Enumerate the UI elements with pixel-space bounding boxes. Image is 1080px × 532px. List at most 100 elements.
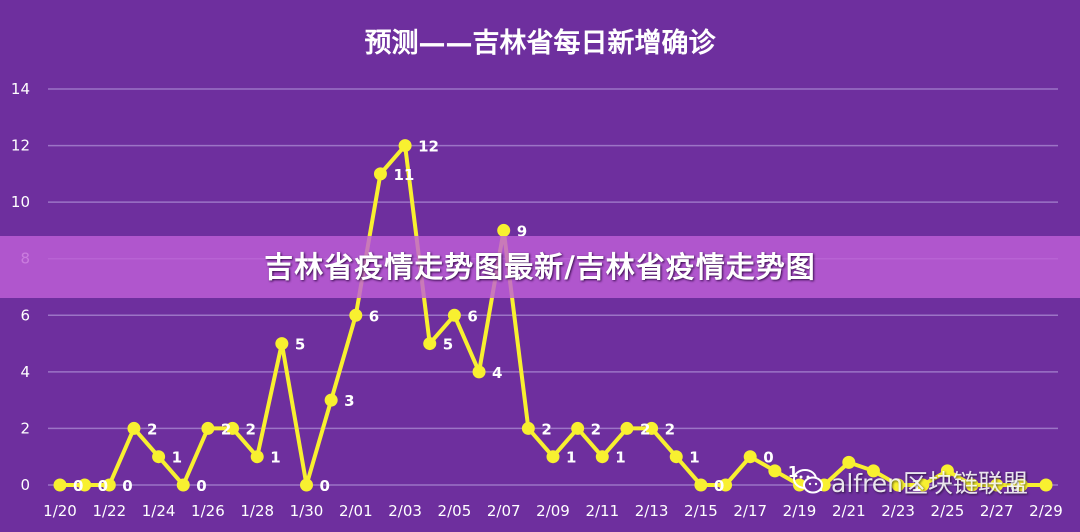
x-tick-label: 2/17 — [733, 502, 767, 520]
data-label: 1 — [615, 449, 625, 467]
data-label: 6 — [467, 307, 477, 325]
y-tick-label: 10 — [11, 193, 30, 211]
data-point — [842, 455, 856, 469]
data-label: 2 — [246, 420, 256, 438]
data-label: 11 — [393, 166, 414, 184]
data-point — [645, 421, 659, 435]
y-tick-label: 0 — [20, 476, 30, 494]
data-point — [940, 464, 954, 478]
x-tick-label: 2/19 — [783, 502, 817, 520]
data-point — [226, 421, 240, 435]
data-point — [965, 478, 979, 492]
data-label: 1 — [566, 449, 576, 467]
data-label: 1 — [689, 449, 699, 467]
x-tick-label: 2/25 — [931, 502, 965, 520]
x-tick-label: 2/05 — [438, 502, 472, 520]
chart-title: 预测——吉林省每日新增确诊 — [365, 27, 717, 59]
data-point — [521, 421, 535, 435]
data-label: 1 — [911, 477, 921, 495]
data-point — [866, 464, 880, 478]
data-point — [373, 167, 387, 181]
data-point — [916, 478, 930, 492]
data-point — [497, 223, 511, 237]
data-label: 0 — [714, 477, 724, 495]
data-point — [324, 393, 338, 407]
y-tick-label: 14 — [11, 80, 30, 98]
x-tick-label: 2/15 — [684, 502, 718, 520]
data-point — [472, 365, 486, 379]
data-point — [127, 421, 141, 435]
x-tick-label: 2/03 — [388, 502, 422, 520]
x-tick-label: 2/27 — [980, 502, 1014, 520]
x-tick-label: 1/20 — [43, 502, 77, 520]
x-tick-label: 2/29 — [1029, 502, 1063, 520]
x-tick-label: 2/21 — [832, 502, 866, 520]
data-point — [743, 450, 757, 464]
data-point — [152, 450, 166, 464]
data-point — [176, 478, 190, 492]
data-label: 0 — [196, 477, 206, 495]
data-label: 0 — [763, 449, 773, 467]
data-label: 2 — [221, 420, 231, 438]
data-point — [250, 450, 264, 464]
x-tick-label: 1/28 — [240, 502, 274, 520]
watermark: alfren区块链联盟 — [793, 462, 1028, 502]
data-label: 1 — [172, 449, 182, 467]
x-tick-label: 2/23 — [881, 502, 915, 520]
data-point — [891, 478, 905, 492]
x-tick-label: 1/24 — [142, 502, 176, 520]
y-tick-label: 12 — [11, 137, 30, 155]
data-label: 3 — [344, 392, 354, 410]
x-tick-label: 1/26 — [191, 502, 225, 520]
data-point — [620, 421, 634, 435]
data-label: 4 — [492, 364, 502, 382]
data-label: 2 — [147, 420, 157, 438]
data-label: 2 — [640, 420, 650, 438]
data-point — [423, 337, 437, 351]
x-tick-label: 2/13 — [635, 502, 669, 520]
data-point — [53, 478, 67, 492]
data-point — [768, 464, 782, 478]
data-point — [694, 478, 708, 492]
banner-text: 吉林省疫情走势图最新/吉林省疫情走势图 — [264, 250, 816, 284]
data-label: 12 — [418, 138, 439, 156]
data-label: 0 — [1010, 477, 1020, 495]
data-label: 0 — [73, 477, 83, 495]
data-point — [275, 337, 289, 351]
data-label: 0 — [122, 477, 132, 495]
data-point — [1014, 478, 1028, 492]
data-point — [201, 421, 215, 435]
data-label: 2 — [665, 420, 675, 438]
data-label: 0 — [320, 477, 330, 495]
x-tick-label: 2/11 — [585, 502, 619, 520]
data-point — [669, 450, 683, 464]
data-point — [595, 450, 609, 464]
x-tick-label: 2/09 — [536, 502, 570, 520]
data-label: 2 — [591, 420, 601, 438]
data-label: 1 — [270, 449, 280, 467]
x-tick-label: 2/07 — [487, 502, 521, 520]
data-point — [300, 478, 313, 492]
title-banner: 吉林省疫情走势图最新/吉林省疫情走势图 — [0, 236, 1080, 298]
wechat-icon — [793, 469, 823, 494]
y-tick-label: 6 — [20, 306, 30, 324]
data-point — [1039, 478, 1053, 492]
watermark-text: alfren区块链联盟 — [831, 469, 1029, 498]
data-point — [447, 308, 461, 322]
data-labels: 0002102215036111256492121221001110 — [73, 138, 1020, 495]
data-label: 1 — [788, 463, 798, 481]
data-point — [398, 139, 412, 153]
data-label: 9 — [517, 222, 527, 240]
data-label: 2 — [541, 420, 551, 438]
data-point — [349, 308, 363, 322]
y-tick-label: 4 — [20, 363, 30, 381]
data-point — [990, 478, 1004, 492]
data-points — [53, 139, 1053, 492]
data-point — [78, 478, 92, 492]
data-label: 0 — [98, 477, 108, 495]
data-label: 5 — [295, 336, 305, 354]
data-label: 5 — [443, 336, 453, 354]
data-point — [571, 421, 585, 435]
x-tick-label: 1/30 — [290, 502, 324, 520]
